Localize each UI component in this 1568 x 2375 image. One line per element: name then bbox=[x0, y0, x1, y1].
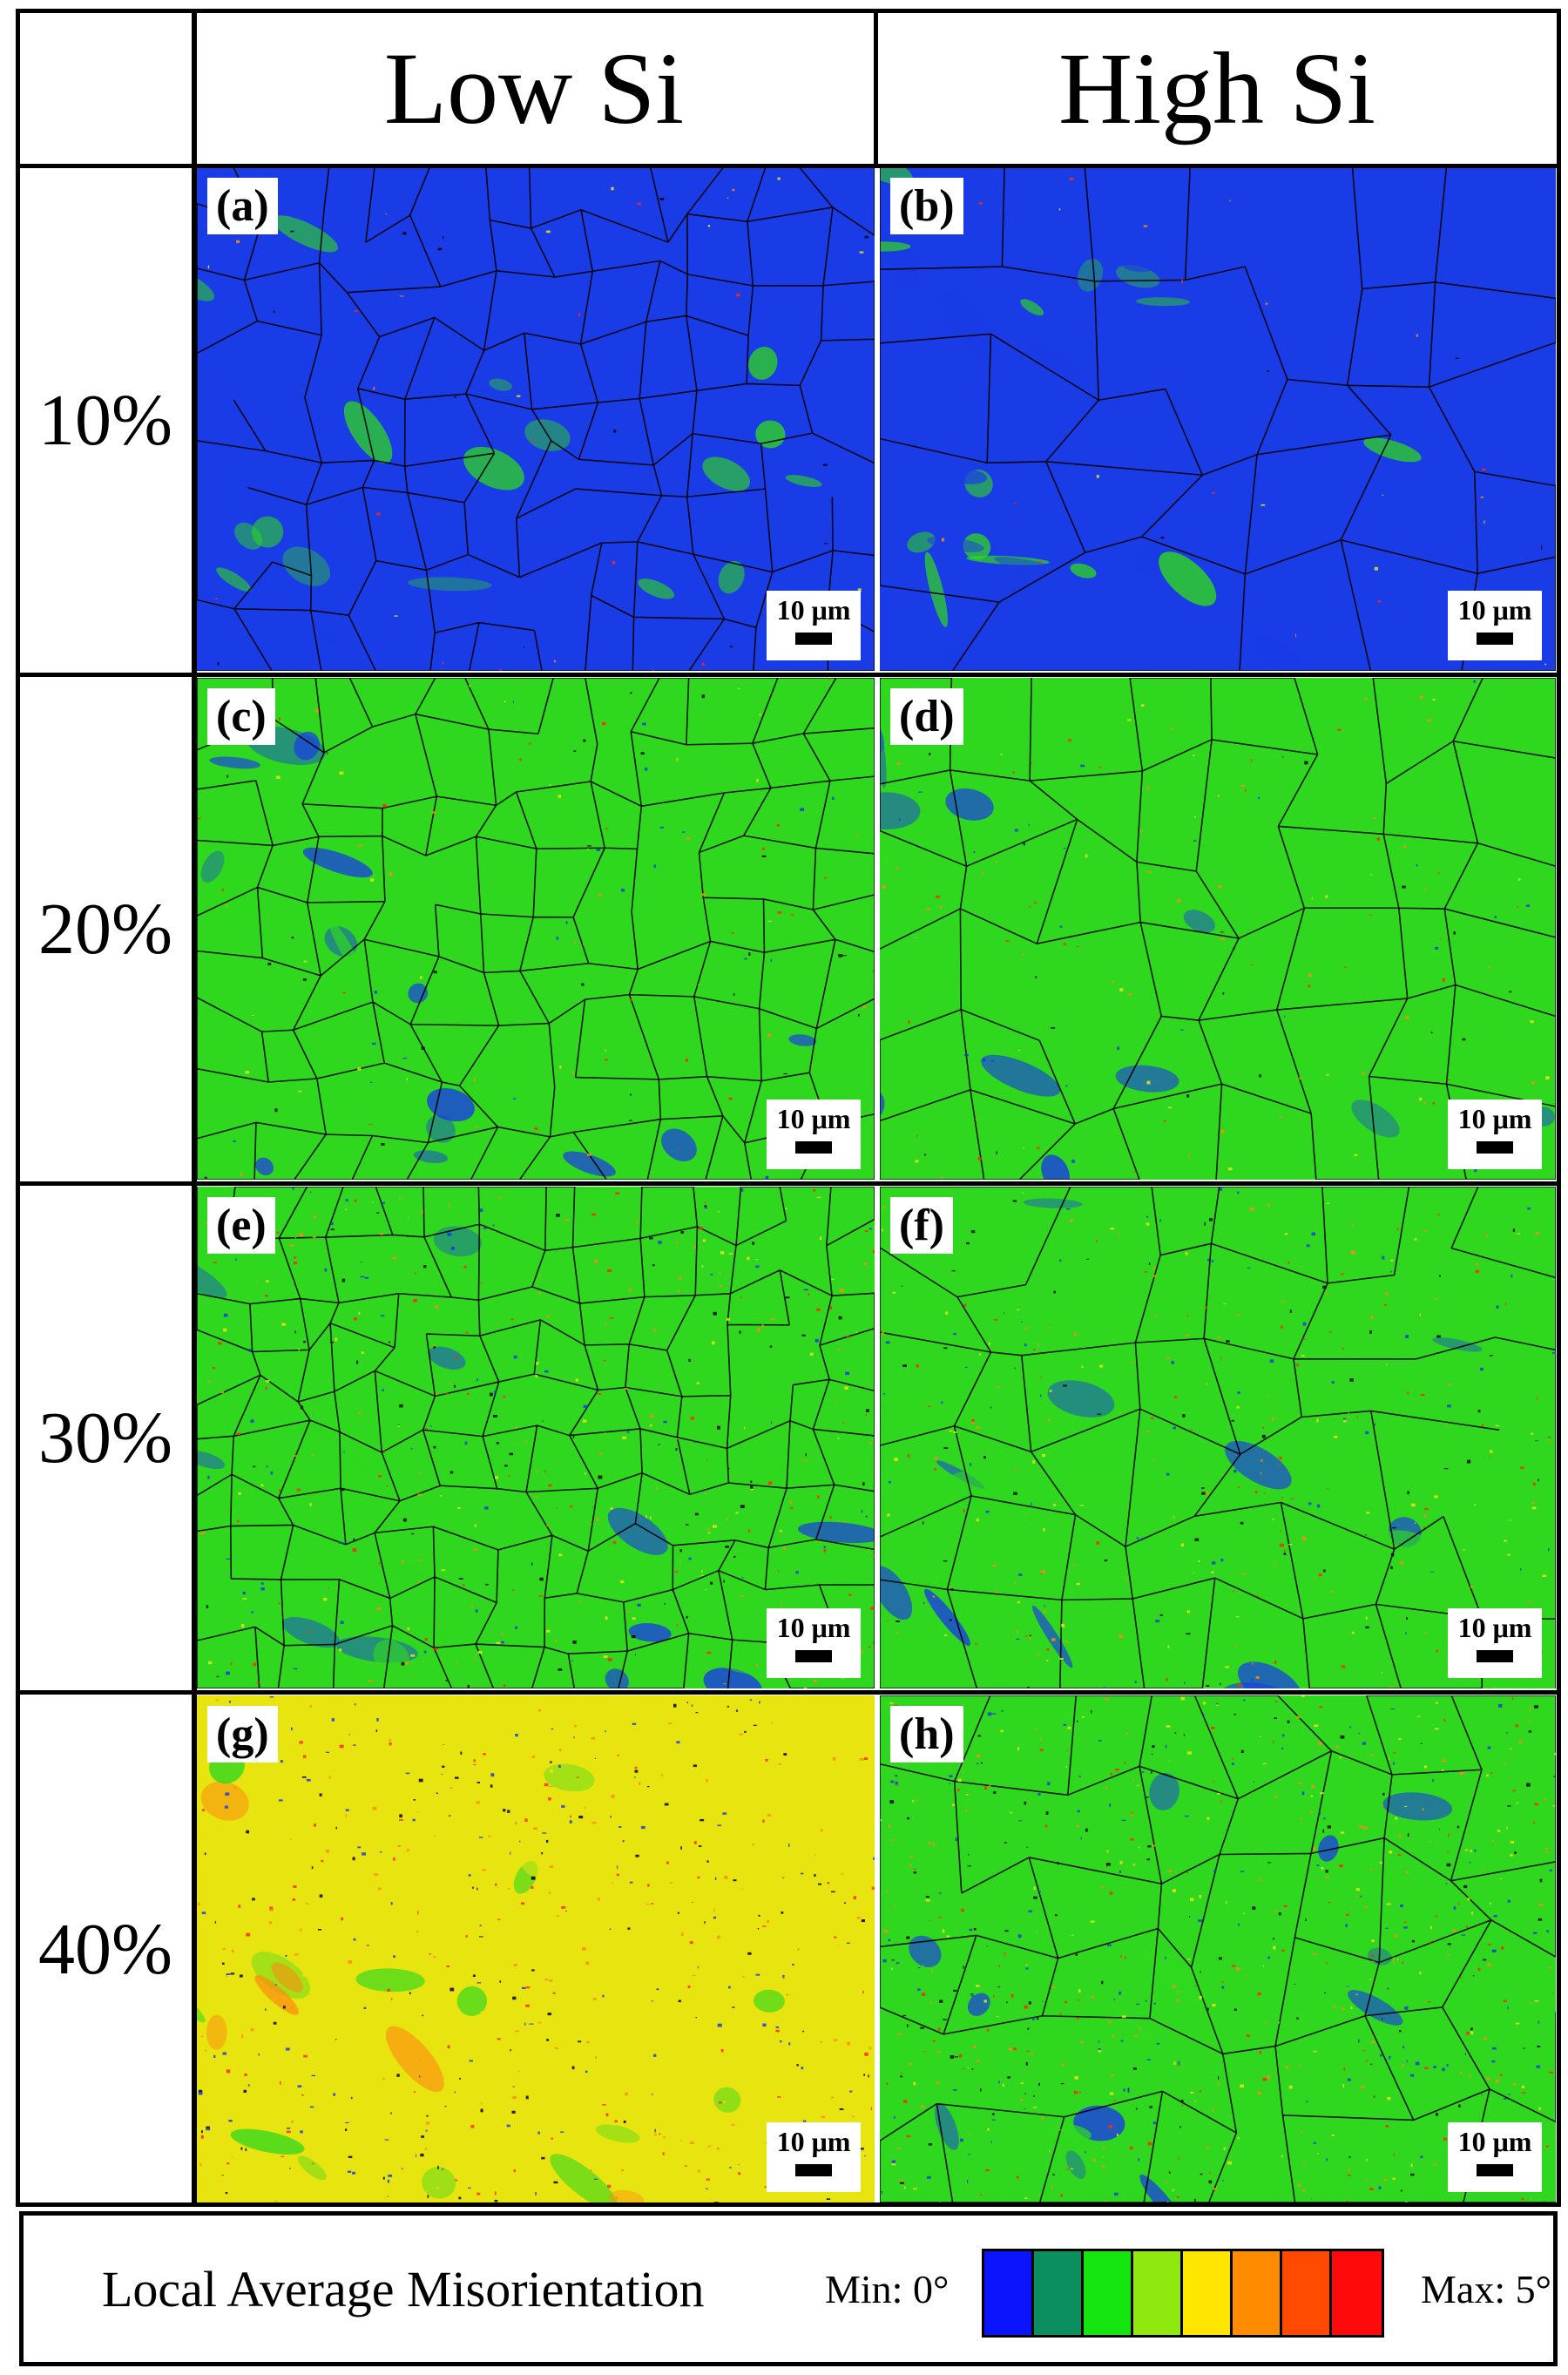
micrograph-h bbox=[880, 1695, 1556, 2202]
scale-bar-box: 10 μm bbox=[1448, 1100, 1542, 1169]
scale-bar-box: 10 μm bbox=[767, 2122, 861, 2192]
micrograph-c bbox=[197, 678, 875, 1180]
column-header-high-si: High Si bbox=[1058, 31, 1375, 145]
scale-bar bbox=[795, 1650, 832, 1662]
legend-min-label: Min: 0° bbox=[825, 2266, 950, 2311]
grid-line bbox=[16, 1690, 1561, 1695]
scale-bar-box: 10 μm bbox=[767, 1100, 861, 1169]
color-swatch-6 bbox=[1282, 2251, 1332, 2335]
grid-line bbox=[16, 164, 1561, 168]
color-swatch-3 bbox=[1133, 2251, 1183, 2335]
grid-line bbox=[874, 9, 878, 167]
scale-bar bbox=[1477, 1141, 1513, 1154]
scale-bar-label: 10 μm bbox=[776, 1103, 851, 1134]
panel-label: (h) bbox=[890, 1706, 963, 1763]
color-swatch-5 bbox=[1233, 2251, 1282, 2335]
color-swatch-0 bbox=[984, 2251, 1034, 2335]
scale-bar-box: 10 μm bbox=[767, 591, 861, 660]
panel-f: (f) 10 μm bbox=[880, 1187, 1556, 1688]
panel-label: (b) bbox=[890, 178, 963, 235]
grid-line bbox=[16, 9, 20, 2207]
panel-b: (b) 10 μm bbox=[880, 167, 1556, 671]
scale-bar bbox=[1477, 633, 1513, 645]
panel-a: (a) 10 μm bbox=[197, 167, 875, 671]
scale-bar-box: 10 μm bbox=[767, 1608, 861, 1678]
legend-title: Local Average Misorientation bbox=[102, 2260, 705, 2317]
scale-bar-label: 10 μm bbox=[1457, 2126, 1532, 2157]
corner-cell bbox=[19, 12, 192, 166]
row-label-30: 30% bbox=[38, 1397, 172, 1478]
scale-bar bbox=[795, 1141, 832, 1154]
color-swatch-4 bbox=[1183, 2251, 1233, 2335]
color-swatch-1 bbox=[1034, 2251, 1084, 2335]
scale-bar bbox=[795, 633, 832, 645]
color-swatches bbox=[982, 2249, 1384, 2338]
color-swatch-7 bbox=[1332, 2251, 1382, 2335]
column-header-low-si: Low Si bbox=[383, 31, 685, 145]
grid-line bbox=[192, 9, 197, 2207]
scale-bar bbox=[1477, 2164, 1513, 2176]
micrograph-d bbox=[880, 678, 1556, 1180]
scale-bar bbox=[795, 2164, 832, 2176]
panel-d: (d) 10 μm bbox=[880, 678, 1556, 1180]
panel-h: (h) 10 μm bbox=[880, 1695, 1556, 2202]
row-label-40: 40% bbox=[38, 1908, 172, 1990]
panel-label: (e) bbox=[207, 1197, 275, 1255]
micrograph-a bbox=[197, 167, 875, 671]
panel-label: (d) bbox=[890, 688, 963, 746]
panel-g: (g) 10 μm bbox=[197, 1695, 875, 2202]
panel-label: (g) bbox=[207, 1706, 278, 1763]
grid-line bbox=[16, 9, 1561, 13]
panel-e: (e) 10 μm bbox=[197, 1187, 875, 1688]
scale-bar-label: 10 μm bbox=[776, 594, 851, 626]
scale-bar-box: 10 μm bbox=[1448, 591, 1542, 660]
grid-line bbox=[16, 673, 1561, 677]
scale-bar-label: 10 μm bbox=[776, 1612, 851, 1643]
micrograph-e bbox=[197, 1187, 875, 1688]
scale-bar-box: 10 μm bbox=[1448, 1608, 1542, 1678]
scale-bar-box: 10 μm bbox=[1448, 2122, 1542, 2192]
panel-c: (c) 10 μm bbox=[197, 678, 875, 1180]
scale-bar bbox=[1477, 1650, 1513, 1662]
grid-line bbox=[1557, 9, 1561, 2207]
grid-line bbox=[16, 1181, 1561, 1186]
color-swatch-2 bbox=[1084, 2251, 1133, 2335]
scale-bar-label: 10 μm bbox=[776, 2126, 851, 2157]
panel-label: (c) bbox=[207, 688, 275, 746]
panel-label: (a) bbox=[207, 178, 278, 235]
micrograph-f bbox=[880, 1187, 1556, 1688]
panel-label: (f) bbox=[890, 1197, 953, 1255]
row-label-10: 10% bbox=[38, 379, 172, 461]
grid-line bbox=[16, 2202, 1561, 2207]
legend-max-label: Max: 5° bbox=[1421, 2266, 1551, 2311]
micrograph-g bbox=[197, 1695, 875, 2202]
scale-bar-label: 10 μm bbox=[1457, 1612, 1532, 1643]
row-label-20: 20% bbox=[38, 888, 172, 970]
colorbar-legend: Local Average Misorientation Min: 0° Max… bbox=[19, 2211, 1558, 2366]
scale-bar-label: 10 μm bbox=[1457, 1103, 1532, 1134]
scale-bar-label: 10 μm bbox=[1457, 594, 1532, 626]
